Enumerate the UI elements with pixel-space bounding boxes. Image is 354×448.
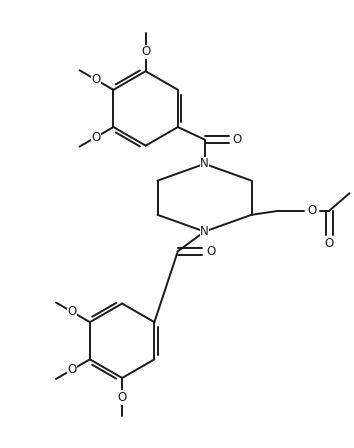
Text: O: O bbox=[233, 133, 242, 146]
Text: O: O bbox=[91, 131, 101, 144]
Text: O: O bbox=[308, 204, 317, 217]
Text: O: O bbox=[68, 363, 77, 376]
Text: O: O bbox=[206, 245, 216, 258]
Text: N: N bbox=[200, 157, 209, 170]
Text: O: O bbox=[118, 391, 127, 404]
Text: O: O bbox=[91, 73, 101, 86]
Text: O: O bbox=[141, 45, 150, 58]
Text: O: O bbox=[325, 237, 334, 250]
Text: O: O bbox=[68, 306, 77, 319]
Text: N: N bbox=[200, 225, 209, 238]
